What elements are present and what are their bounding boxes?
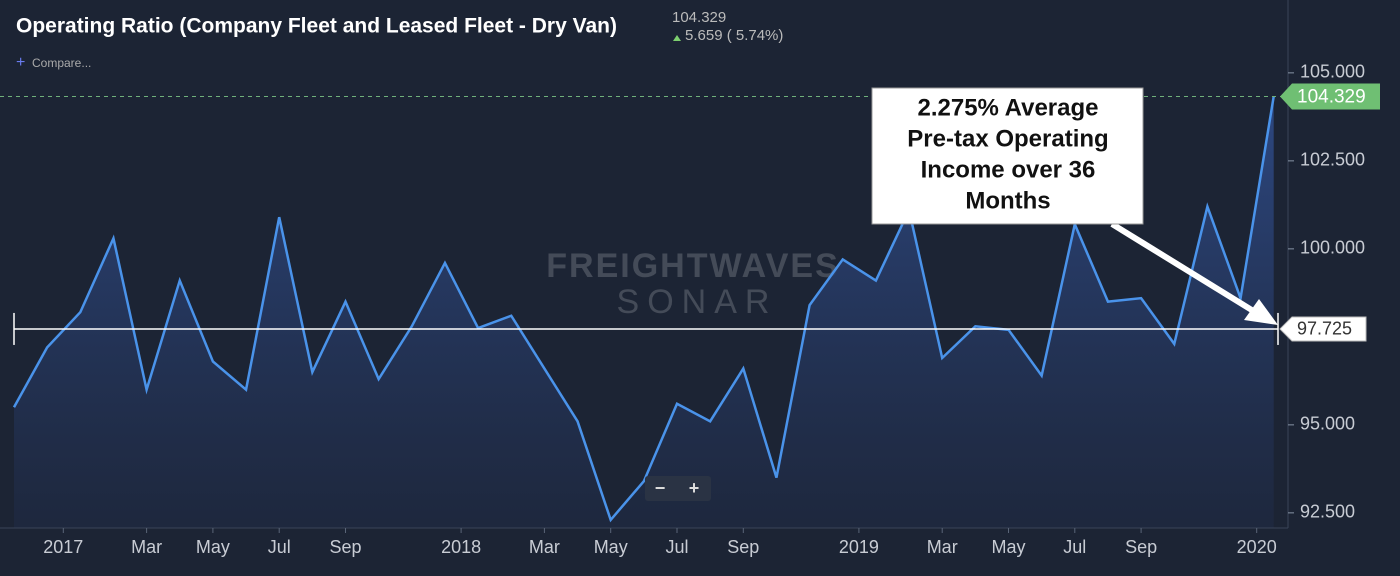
area — [14, 96, 1274, 528]
x-tick-label: Mar — [529, 537, 560, 557]
y-tick-label: 95.000 — [1300, 414, 1355, 434]
zoom-in[interactable]: + — [689, 478, 700, 498]
zoom-out[interactable]: − — [655, 478, 666, 498]
line — [12, 96, 1275, 523]
x-tick-label: May — [196, 537, 230, 557]
reference-label: 97.725 — [1297, 319, 1352, 339]
x-tick-label: Jul — [268, 537, 291, 557]
x-tick-label: May — [594, 537, 628, 557]
change: 5.659 ( 5.74%) — [685, 27, 783, 44]
x-tick-label: Sep — [329, 537, 361, 557]
chart-title: Operating Ratio (Company Fleet and Lease… — [16, 15, 617, 38]
x-tick-label: 2019 — [839, 537, 879, 557]
annotation-text: Income over 36 — [921, 156, 1096, 183]
x-tick-label: May — [991, 537, 1025, 557]
watermark: FREIGHTWAVES — [546, 247, 840, 285]
zoom-box — [645, 476, 711, 501]
y-tick-label: 105.000 — [1300, 62, 1365, 82]
last-value: 104.329 — [672, 9, 726, 26]
reference-tag — [1279, 316, 1367, 342]
x-tick-label: Jul — [1063, 537, 1086, 557]
x-tick-label: Sep — [1125, 537, 1157, 557]
x-tick-label: Mar — [927, 537, 958, 557]
y-tick-label: 92.500 — [1300, 502, 1355, 522]
x-tick-label: 2018 — [441, 537, 481, 557]
annotation-arrowhead — [1244, 299, 1278, 325]
annotation-box — [871, 87, 1144, 225]
annotation-text: Pre-tax Operating — [907, 125, 1108, 152]
y-tick-label: 100.000 — [1300, 238, 1365, 258]
y-tick-label: 102.500 — [1300, 150, 1365, 170]
annotation-arrow — [1110, 221, 1257, 315]
watermark: SONAR — [617, 283, 778, 321]
plus-icon: + — [16, 54, 25, 71]
last-tag — [1280, 83, 1380, 110]
x-tick-label: 2017 — [43, 537, 83, 557]
last-tag-label: 104.329 — [1297, 86, 1366, 107]
up-arrow — [673, 35, 681, 41]
x-tick-label: 2020 — [1237, 537, 1277, 557]
annotation-text: 2.275% Average — [917, 94, 1098, 121]
compare[interactable]: Compare... — [32, 56, 91, 70]
annotation-text: Months — [965, 187, 1050, 214]
x-tick-label: Jul — [665, 537, 688, 557]
x-tick-label: Sep — [727, 537, 759, 557]
x-tick-label: Mar — [131, 537, 162, 557]
